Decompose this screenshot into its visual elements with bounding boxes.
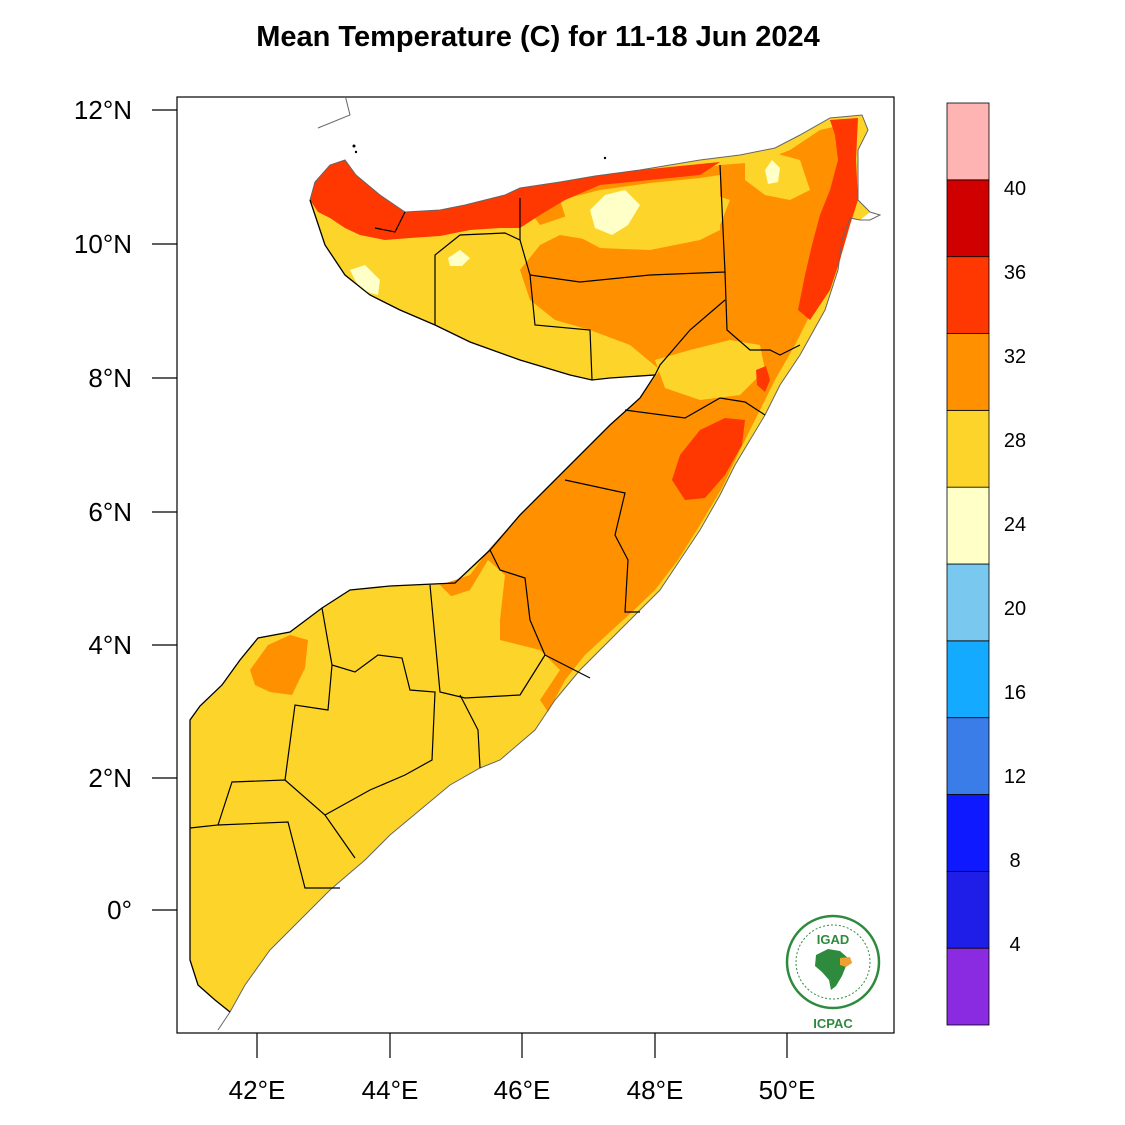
coastline bbox=[217, 97, 882, 1031]
lat-label: 0° bbox=[107, 895, 132, 925]
map-area bbox=[189, 97, 882, 1031]
colorbar-bin bbox=[946, 640, 990, 719]
colorbar-bin bbox=[946, 563, 990, 642]
colorbar bbox=[946, 102, 990, 1026]
lon-label: 42°E bbox=[229, 1075, 286, 1105]
lon-label: 46°E bbox=[494, 1075, 551, 1105]
colorbar-label: 36 bbox=[1004, 262, 1026, 284]
yellow-pocket-north bbox=[560, 175, 720, 250]
country-border bbox=[189, 199, 657, 1013]
lat-label: 8°N bbox=[88, 363, 132, 393]
lon-label: 44°E bbox=[362, 1075, 419, 1105]
colorbar-bin bbox=[946, 102, 990, 181]
yellow-pocket-east bbox=[655, 340, 765, 400]
lon-label: 48°E bbox=[627, 1075, 684, 1105]
igad-icpac-logo: IGAD ICPAC bbox=[785, 914, 881, 1031]
longitude-axis: 42°E 44°E 46°E 48°E 50°E bbox=[229, 1033, 816, 1105]
yellow-pocket-central bbox=[440, 560, 505, 690]
cream-patch-ne bbox=[765, 160, 780, 184]
red-region-coastal-east bbox=[672, 418, 745, 500]
orange-region-east bbox=[440, 122, 856, 712]
logo-inner-ring bbox=[795, 924, 871, 1000]
colorbar-bin bbox=[946, 409, 990, 488]
lat-label: 10°N bbox=[74, 229, 132, 259]
lat-label: 4°N bbox=[88, 630, 132, 660]
colorbar-label: 40 bbox=[1004, 178, 1026, 200]
cream-patch-nw bbox=[350, 265, 380, 295]
colorbar-bin bbox=[946, 717, 990, 795]
cream-patch-north bbox=[590, 190, 640, 235]
horn-highlight-icon bbox=[840, 957, 852, 967]
latitude-axis: 12°N 10°N 8°N 6°N 4°N 2°N 0° bbox=[74, 95, 177, 925]
logo-bottom-text: ICPAC bbox=[813, 1016, 853, 1031]
colorbar-bin bbox=[946, 794, 990, 872]
red-region-small bbox=[756, 366, 770, 392]
coast-islands bbox=[352, 144, 607, 160]
colorbar-label: 28 bbox=[1004, 430, 1026, 452]
map-title: Mean Temperature (C) for 11-18 Jun 2024 bbox=[256, 21, 820, 53]
colorbar-bin bbox=[946, 870, 990, 949]
red-region-northeast bbox=[798, 118, 858, 320]
logo-top-text: IGAD bbox=[817, 932, 850, 947]
red-region-northwest-coast bbox=[310, 160, 720, 240]
lat-label: 6°N bbox=[88, 497, 132, 527]
cream-patch-west bbox=[448, 250, 470, 266]
colorbar-bin bbox=[946, 333, 990, 411]
colorbar-label: 12 bbox=[1004, 766, 1026, 788]
colorbar-label: 8 bbox=[1009, 850, 1020, 872]
colorbar-label: 24 bbox=[1004, 514, 1026, 536]
colorbar-labels: 4 8 12 16 20 24 28 32 36 40 bbox=[1004, 178, 1026, 956]
lat-label: 2°N bbox=[88, 763, 132, 793]
admin-boundaries bbox=[189, 164, 801, 889]
colorbar-bin bbox=[946, 179, 990, 258]
orange-region-south bbox=[250, 635, 308, 695]
colorbar-label: 4 bbox=[1009, 934, 1020, 956]
colorbar-label: 16 bbox=[1004, 682, 1026, 704]
colorbar-bin bbox=[946, 947, 990, 1026]
lat-label: 12°N bbox=[74, 95, 132, 125]
lon-label: 50°E bbox=[759, 1075, 816, 1105]
colorbar-label: 32 bbox=[1004, 346, 1026, 368]
colorbar-bin bbox=[946, 486, 990, 565]
colorbar-label: 20 bbox=[1004, 598, 1026, 620]
colorbar-bin bbox=[946, 256, 990, 334]
